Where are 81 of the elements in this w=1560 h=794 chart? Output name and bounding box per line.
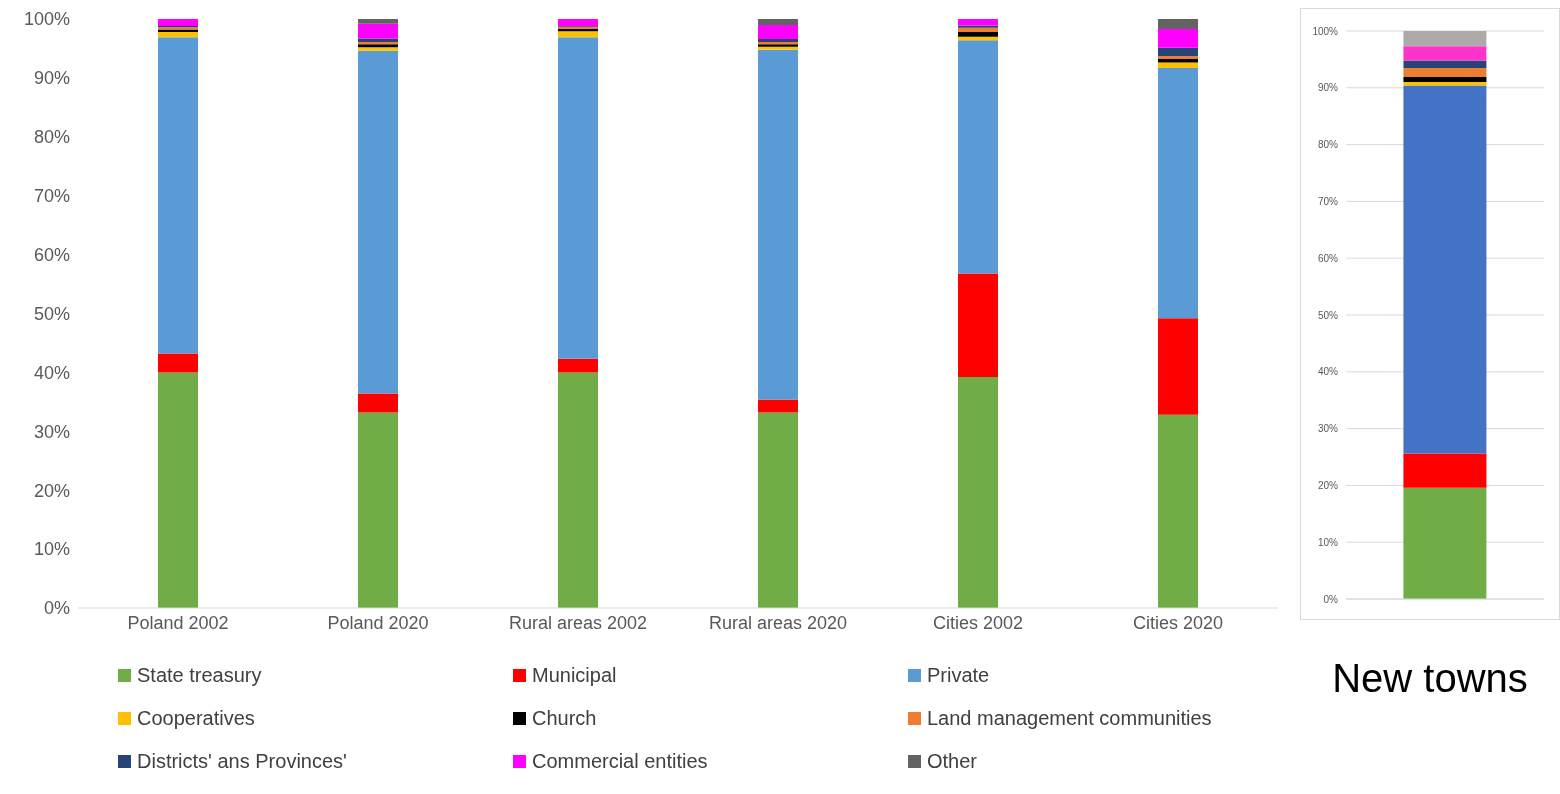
bar (758, 412, 798, 608)
legend-label: Districts' ans Provinces' (137, 750, 347, 773)
bar (558, 358, 598, 373)
bar (558, 37, 598, 359)
x-tick-label: Rural areas 2020 (708, 612, 848, 633)
bar (1158, 67, 1198, 319)
bar (1158, 29, 1198, 48)
legend-label: Municipal (532, 664, 617, 687)
legend-label: Cooperatives (137, 707, 255, 730)
legend-label: Commercial entities (532, 750, 708, 773)
legend-label: Other (927, 750, 978, 773)
y-tick-label: 80% (1317, 139, 1339, 151)
y-tick-label: 20% (1317, 479, 1339, 491)
y-tick-label: 10% (33, 539, 70, 560)
y-tick-label: 100% (1312, 25, 1339, 37)
y-tick-label: 60% (33, 244, 70, 265)
bar (958, 31, 998, 37)
y-tick-label: 0% (43, 598, 70, 619)
bar (958, 273, 998, 378)
x-tick-label: Cities 2002 (932, 612, 1024, 633)
bar (958, 19, 998, 26)
bar (958, 27, 998, 32)
bar (358, 412, 398, 608)
bar (1403, 67, 1487, 78)
y-tick-label: 70% (1317, 195, 1339, 207)
bar (1403, 453, 1487, 488)
bar (1403, 31, 1487, 47)
x-tick-label: Rural areas 2002 (508, 612, 648, 633)
legend-label: Land management communities (927, 707, 1212, 730)
y-tick-label: 10% (1317, 536, 1339, 548)
bar (1403, 85, 1487, 454)
y-tick-label: 20% (33, 480, 70, 501)
y-tick-label: 100% (23, 9, 70, 30)
bar (958, 25, 998, 28)
bar (558, 19, 598, 27)
bar (1403, 60, 1487, 68)
bar (1158, 318, 1198, 415)
bar (958, 377, 998, 608)
y-tick-label: 40% (1317, 366, 1339, 378)
bar (558, 372, 598, 608)
bar (1158, 47, 1198, 57)
bar (758, 399, 798, 413)
bar (358, 393, 398, 413)
legend-label: Private (927, 664, 990, 687)
y-tick-label: 80% (33, 127, 70, 148)
bar (1158, 414, 1198, 608)
x-tick-label: Poland 2002 (127, 612, 229, 633)
x-tick-label: Poland 2020 (327, 612, 429, 633)
y-tick-label: 40% (33, 362, 70, 383)
bar (158, 372, 198, 608)
bar (958, 40, 998, 274)
bar (558, 31, 598, 38)
bar (358, 50, 398, 394)
y-tick-label: 60% (1317, 252, 1339, 264)
bar (758, 49, 798, 400)
y-tick-label: 50% (33, 303, 70, 324)
bar (158, 31, 198, 38)
bar (158, 37, 198, 354)
bar (1158, 62, 1198, 68)
bar (758, 24, 798, 40)
y-tick-label: 30% (1317, 423, 1339, 435)
legend-label: State treasury (137, 664, 262, 687)
y-tick-label: 90% (1317, 82, 1339, 94)
bar (1403, 82, 1487, 86)
legend-label: Church (532, 707, 597, 730)
bar (158, 353, 198, 373)
bar (1158, 19, 1198, 30)
bar (1403, 77, 1487, 83)
y-tick-label: 70% (33, 186, 70, 207)
y-tick-label: 30% (33, 421, 70, 442)
bar (358, 23, 398, 39)
text: New towns (1331, 656, 1529, 701)
y-tick-label: 50% (1317, 309, 1339, 321)
bar (1403, 487, 1487, 599)
y-tick-label: 90% (33, 68, 70, 89)
bar (758, 19, 798, 25)
y-tick-label: 0% (1323, 593, 1339, 605)
bar (1403, 46, 1487, 61)
bar (158, 19, 198, 27)
bar (358, 19, 398, 24)
x-tick-label: Cities 2020 (1132, 612, 1224, 633)
